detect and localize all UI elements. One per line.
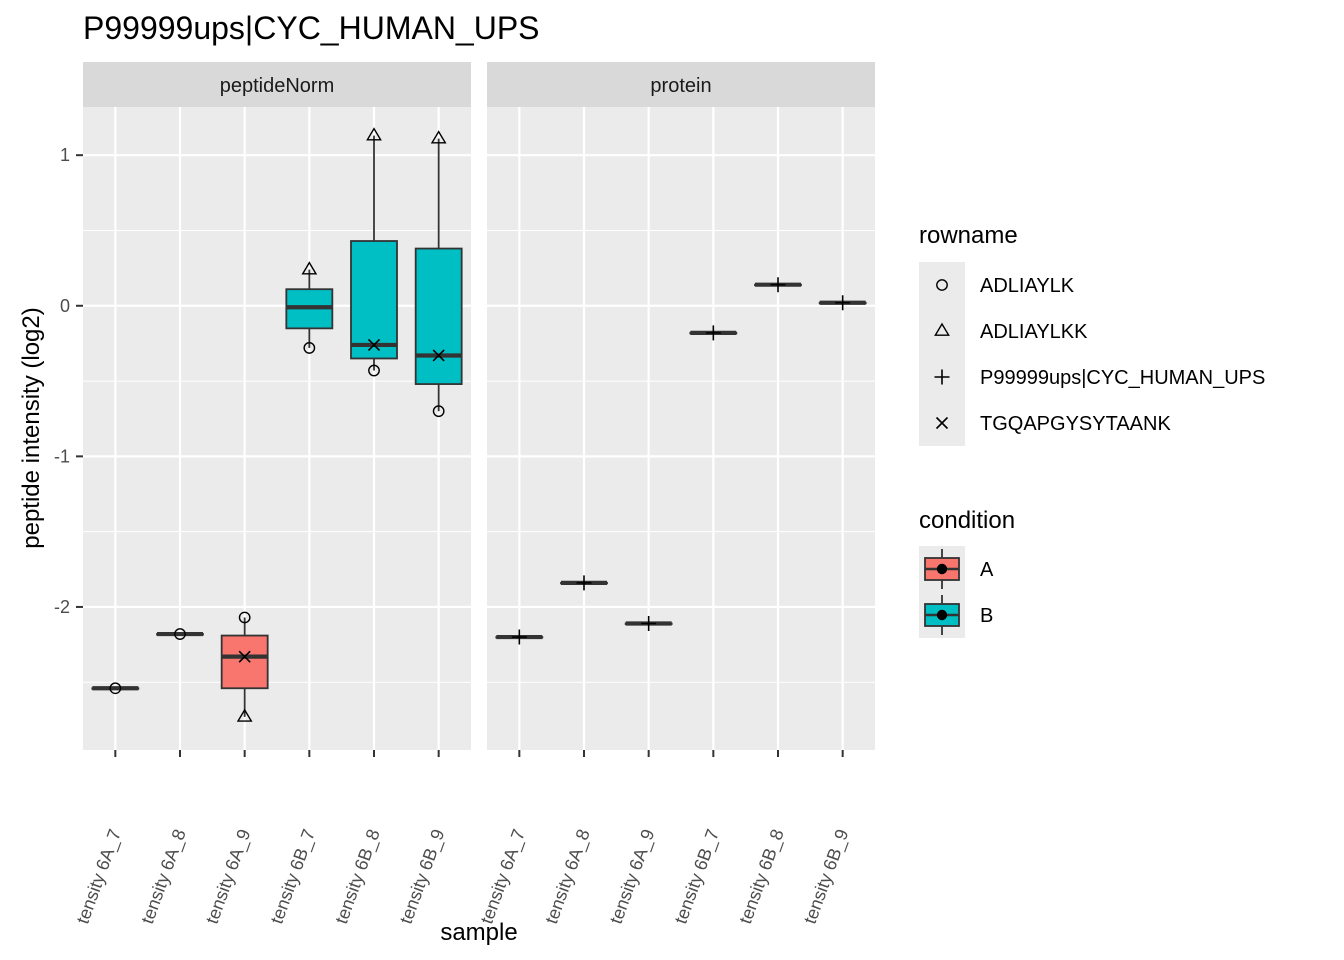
box-body — [220, 634, 269, 690]
data-point — [109, 682, 122, 695]
legend-title: condition — [919, 507, 1015, 534]
data-point — [511, 629, 527, 645]
data-point — [432, 349, 445, 362]
data-point — [236, 708, 253, 722]
legend-label: ADLIAYLKK — [980, 321, 1088, 343]
data-point — [770, 277, 786, 293]
facet-strip-label: peptideNorm — [220, 75, 335, 97]
x-tick-label: tensity 6A_7 — [476, 827, 530, 927]
x-tick-label: tensity 6A_8 — [137, 827, 191, 927]
box-body — [350, 240, 398, 360]
data-point — [641, 616, 657, 632]
legend-condition: condition A B — [919, 507, 1015, 638]
x-tick-label: tensity 6B_8 — [331, 827, 385, 927]
x-tick-label: tensity 6B_7 — [266, 827, 320, 927]
data-point — [432, 405, 445, 418]
y-axis-title: peptide intensity (log2) — [18, 307, 45, 548]
data-point — [238, 650, 251, 663]
chart-title: P99999ups|CYC_HUMAN_UPS — [83, 10, 540, 46]
y-tick-label: 0 — [60, 296, 70, 316]
x-tick-label: tensity 6A_7 — [72, 827, 126, 927]
box-tensity-6a_7 — [91, 686, 140, 691]
x-tick-label: tensity 6A_9 — [202, 827, 256, 927]
box-tensity-6b_9 — [414, 138, 463, 412]
facet-strip — [487, 62, 875, 107]
x-tick-label: tensity 6A_9 — [606, 827, 660, 927]
legend-key-symbol — [936, 279, 948, 291]
legend-label: ADLIAYLK — [980, 275, 1075, 297]
x-tick-label: tensity 6B_7 — [670, 827, 724, 927]
legend-key-dot — [936, 563, 948, 575]
facet-strip — [83, 62, 471, 107]
data-point — [368, 364, 380, 377]
x-tick-label: tensity 6B_9 — [800, 827, 854, 927]
y-axis: 1 0 -1 -2 — [54, 145, 83, 617]
legend-key — [919, 308, 965, 354]
data-point — [174, 628, 186, 640]
box-tensity-6a_8 — [156, 631, 204, 637]
data-point — [430, 130, 447, 144]
legend-key-dot — [936, 609, 948, 621]
box-body — [414, 247, 463, 385]
y-tick-label: -2 — [54, 597, 70, 617]
y-tick-label: 1 — [60, 145, 70, 165]
x-tick-label: tensity 6B_8 — [735, 827, 789, 927]
legend-label: B — [980, 605, 993, 627]
box-tensity-6b_8 — [350, 135, 398, 371]
data-point — [576, 575, 592, 591]
panel-background — [83, 107, 471, 750]
legend-key-symbol — [934, 322, 950, 336]
x-axis-title: sample — [440, 919, 517, 946]
data-point — [238, 611, 251, 624]
data-point — [366, 127, 382, 141]
data-point — [367, 338, 381, 351]
x-tick-label: tensity 6A_8 — [541, 827, 595, 927]
y-tick-label: -1 — [54, 446, 70, 466]
legend-key-symbol — [934, 369, 950, 385]
legend-label: TGQAPGYSYTAANK — [980, 413, 1171, 435]
legend-label: A — [980, 559, 994, 581]
legend-key — [919, 262, 965, 308]
data-point — [835, 295, 851, 311]
data-point — [301, 261, 318, 275]
data-point — [705, 325, 721, 341]
facet-strip-label: protein — [650, 75, 711, 97]
box-tensity-6a_9 — [220, 617, 269, 717]
legend-title: rowname — [919, 222, 1018, 249]
panel-background — [487, 107, 875, 750]
box-tensity-6b_7 — [285, 269, 334, 348]
x-tick-label: tensity 6B_9 — [396, 827, 450, 927]
legend-rowname: rowname ADLIAYLK ADLIAYLKK P99999ups|CYC_HU… — [919, 222, 1265, 446]
legend-key-symbol — [935, 416, 949, 430]
legends: rowname ADLIAYLK ADLIAYLKK P99999ups|CYC_HU… — [919, 222, 1265, 638]
legend-label: P99999ups|CYC_HUMAN_UPS — [980, 367, 1265, 389]
data-point — [303, 342, 316, 354]
